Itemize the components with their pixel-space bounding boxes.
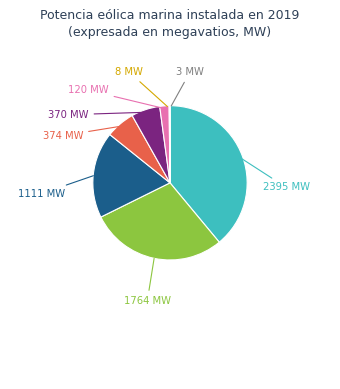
Text: 1764 MW: 1764 MW (124, 258, 171, 306)
Wedge shape (110, 116, 170, 183)
Wedge shape (170, 106, 247, 242)
Text: 8 MW: 8 MW (115, 67, 167, 107)
Text: 120 MW: 120 MW (68, 85, 162, 108)
Title: Potencia eólica marina instalada en 2019
(expresada en megavatios, MW): Potencia eólica marina instalada en 2019… (40, 9, 300, 39)
Text: 370 MW: 370 MW (48, 110, 143, 120)
Text: 3 MW: 3 MW (171, 67, 204, 106)
Text: 374 MW: 374 MW (42, 126, 119, 141)
Wedge shape (101, 183, 219, 260)
Wedge shape (93, 135, 170, 217)
Text: 2395 MW: 2395 MW (242, 159, 310, 193)
Legend: China, UK, Germany, Denmark, Belgium, Taiwan, Portugal, Japan: China, UK, Germany, Denmark, Belgium, Ta… (48, 387, 292, 389)
Wedge shape (160, 106, 170, 183)
Text: 1111 MW: 1111 MW (18, 176, 94, 199)
Wedge shape (169, 106, 170, 183)
Wedge shape (132, 106, 170, 183)
